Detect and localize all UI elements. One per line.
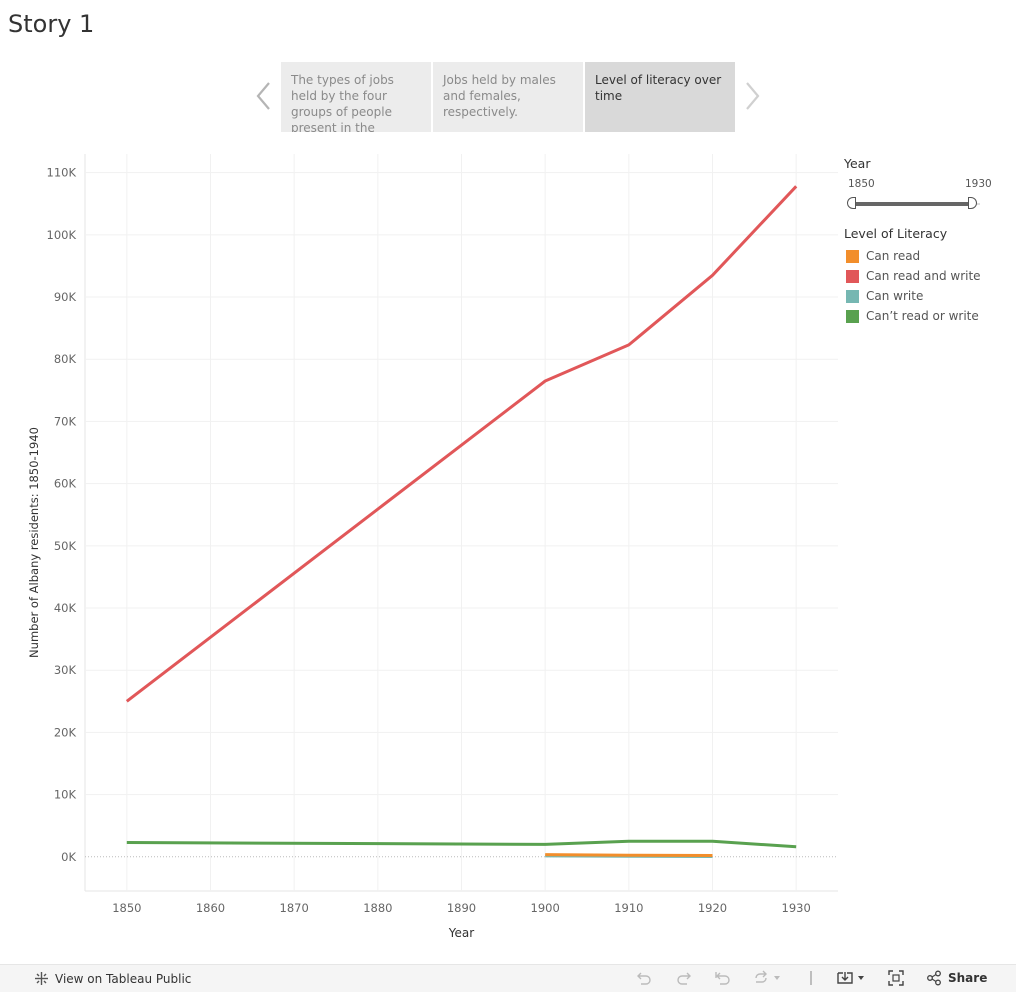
- literacy-filter-title: Level of Literacy: [844, 226, 948, 241]
- legend-swatch: [846, 309, 859, 323]
- bottom-toolbar: View on Tableau Public Share: [0, 964, 1016, 992]
- toolbar-divider: [810, 971, 812, 985]
- y-tick-label: 40K: [54, 601, 77, 615]
- series-line-can-read-and-write[interactable]: [125, 185, 798, 703]
- y-tick-label: 70K: [54, 414, 77, 428]
- legend-swatch: [846, 249, 859, 263]
- y-tick-label: 50K: [54, 539, 77, 553]
- series-line-can-t-read-or-write[interactable]: [126, 839, 797, 849]
- y-tick-label: 90K: [54, 290, 77, 304]
- x-tick-label: 1920: [698, 901, 727, 915]
- y-tick-label: 60K: [54, 477, 77, 491]
- refresh-icon[interactable]: [752, 970, 782, 986]
- year-slider-min-handle[interactable]: [847, 197, 856, 209]
- x-tick-label: 1910: [614, 901, 643, 915]
- share-icon[interactable]: [926, 970, 942, 986]
- next-story-point-button[interactable]: [742, 78, 764, 114]
- tableau-logo-icon: [35, 972, 48, 985]
- x-tick-label: 1930: [782, 901, 811, 915]
- year-slider-max-handle[interactable]: [968, 197, 977, 209]
- legend-item-cant-read-or-write[interactable]: Can’t read or write: [846, 306, 981, 326]
- revert-icon[interactable]: [714, 970, 732, 986]
- y-tick-label: 80K: [54, 352, 77, 366]
- y-tick-label: 110K: [47, 166, 77, 180]
- legend-item-can-write[interactable]: Can write: [846, 286, 981, 306]
- story-point-label: Level of literacy over time: [595, 73, 722, 103]
- y-axis-label: Number of Albany residents: 1850-1940: [27, 427, 41, 658]
- chevron-right-icon: [746, 82, 760, 110]
- literacy-line-chart: 1850 1860 1870 1880 1890 1900 1910 1920 1930 0K 10…: [27, 154, 838, 940]
- download-icon[interactable]: [836, 970, 866, 986]
- legend-label: Can read: [866, 249, 921, 263]
- literacy-legend-list: Can read Can read and write Can write Ca…: [846, 246, 981, 326]
- legend-swatch: [846, 269, 859, 283]
- share-button[interactable]: Share: [948, 971, 988, 985]
- legend-item-can-read-and-write[interactable]: Can read and write: [846, 266, 981, 286]
- chevron-left-icon: [256, 82, 270, 110]
- story-point-label: Jobs held by males and females, respecti…: [443, 73, 556, 119]
- y-tick-label: 0K: [61, 850, 76, 864]
- story-point-literacy[interactable]: Level of literacy over time: [585, 62, 735, 132]
- view-on-tableau-link[interactable]: View on Tableau Public: [34, 971, 191, 986]
- legend-panel: Year 1850 1930 Level of Literacy Can rea…: [844, 156, 1014, 323]
- prev-story-point-button[interactable]: [252, 78, 274, 114]
- story-point-label: The types of jobs held by the four group…: [291, 73, 394, 132]
- undo-icon[interactable]: [636, 970, 652, 986]
- x-tick-label: 1850: [112, 901, 141, 915]
- story-point-jobs-gender[interactable]: Jobs held by males and females, respecti…: [433, 62, 583, 132]
- x-tick-label: 1900: [531, 901, 560, 915]
- legend-label: Can’t read or write: [866, 309, 979, 323]
- story-title: Story 1: [8, 10, 95, 38]
- year-filter-title: Year: [844, 156, 871, 171]
- x-axis-label: Year: [448, 926, 474, 940]
- story-points-bar: The types of jobs held by the four group…: [281, 62, 735, 132]
- story-point-jobs-groups[interactable]: The types of jobs held by the four group…: [281, 62, 431, 132]
- year-filter-min: 1850: [848, 178, 875, 190]
- legend-item-can-read[interactable]: Can read: [846, 246, 981, 266]
- year-slider-track[interactable]: [850, 202, 972, 206]
- year-filter-max: 1930: [965, 178, 992, 190]
- y-tick-label: 10K: [54, 788, 77, 802]
- legend-swatch: [846, 289, 859, 303]
- y-tick-label: 20K: [54, 725, 77, 739]
- x-tick-label: 1890: [447, 901, 476, 915]
- legend-label: Can read and write: [866, 269, 981, 283]
- series-line-can-read[interactable]: [545, 853, 713, 857]
- view-on-tableau-label: View on Tableau Public: [55, 971, 192, 986]
- y-tick-label: 30K: [54, 663, 77, 677]
- legend-label: Can write: [866, 289, 924, 303]
- y-tick-label: 100K: [47, 228, 77, 242]
- x-tick-label: 1880: [363, 901, 392, 915]
- x-tick-label: 1860: [196, 901, 225, 915]
- fullscreen-icon[interactable]: [888, 970, 904, 986]
- x-tick-label: 1870: [280, 901, 309, 915]
- redo-icon[interactable]: [676, 970, 692, 986]
